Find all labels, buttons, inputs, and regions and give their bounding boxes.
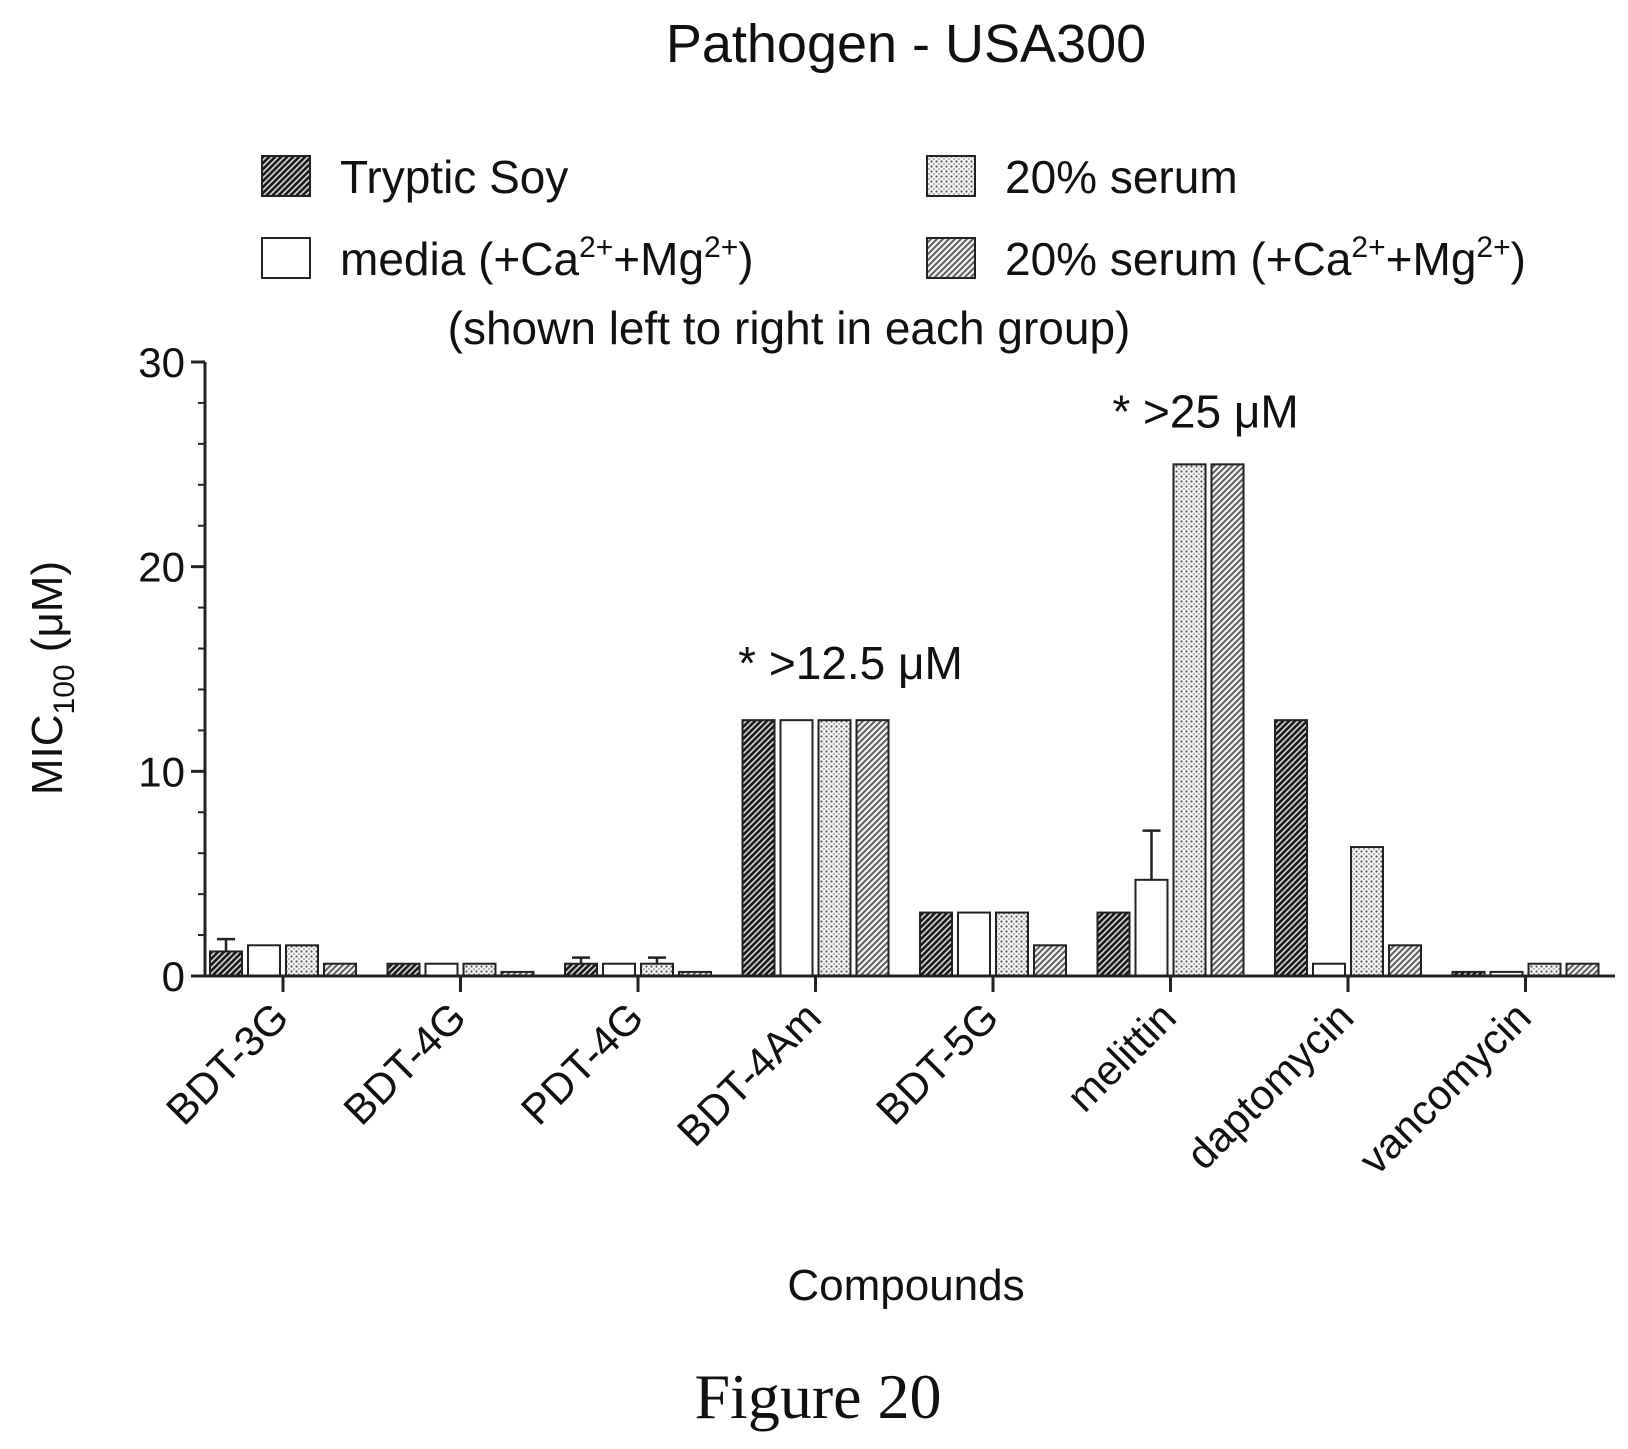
bar-bdt-3g-s2	[247, 944, 281, 977]
bar-bdt-5g-s1	[919, 911, 953, 978]
bar-bdt-3g-s3	[285, 944, 319, 977]
y-axis-label: MIC100 (μM)	[23, 561, 81, 795]
bar-vancomycin-s3	[1527, 962, 1562, 977]
figure-caption: Figure 20	[694, 1361, 941, 1432]
annotation-2: * >25 μM	[1112, 385, 1298, 437]
bar-pdt-4g-s2	[602, 962, 636, 977]
legend-label-20-serum-ca-mg: 20% serum (+Ca2++Mg2+)	[1005, 231, 1526, 285]
legend-swatch-20-serum-ca-mg	[926, 237, 976, 279]
bar-bdt-5g-s3	[995, 911, 1029, 978]
bar-bdt-4g-s3	[462, 962, 497, 977]
y-tick-label-20: 20	[138, 544, 185, 591]
chart-title: Pathogen - USA300	[666, 14, 1146, 74]
legend: Tryptic Soy 20% serum media (+Ca2++Mg2+)…	[261, 151, 1526, 354]
bar-bdt-5g-s4	[1033, 944, 1067, 977]
bar-melittin-s2	[1134, 878, 1169, 977]
bar-bdt-4am-s1	[741, 719, 776, 978]
legend-label-20-serum: 20% serum	[1005, 151, 1238, 203]
bar-bdt-5g-s2	[957, 911, 991, 978]
bar-bdt-4am-s3	[817, 719, 852, 978]
legend-note: (shown left to right in each group)	[448, 302, 1131, 354]
legend-label-tryptic-soy: Tryptic Soy	[340, 151, 568, 203]
bar-bdt-3g-s1	[209, 950, 243, 978]
plot-area: 0 10 20 30 BDT-3G BDT-4G PDT-4G BDT-4Am BDT-5G me…	[138, 339, 1615, 1183]
legend-swatch-media	[261, 237, 311, 279]
x-tick-label-melittin: melittin	[1058, 993, 1185, 1120]
x-tick-label-daptomycin: daptomycin	[1177, 993, 1362, 1178]
y-tick-label-30: 30	[138, 339, 185, 386]
y-tick-label-0: 0	[162, 953, 185, 1000]
bar-bdt-4am-s4	[855, 719, 890, 978]
x-axis-label: Compounds	[787, 1261, 1024, 1310]
bar-pdt-4g-s1	[564, 962, 598, 977]
bar-melittin-s1	[1096, 911, 1131, 978]
bar-pdt-4g-s3	[640, 962, 674, 977]
y-tick-label-10: 10	[138, 748, 185, 795]
bar-daptomycin-s4	[1388, 944, 1422, 977]
bar-daptomycin-s1	[1274, 719, 1308, 978]
legend-swatch-20-serum	[926, 155, 976, 197]
x-tick-label-bdt-5g: BDT-5G	[867, 993, 1008, 1134]
bar-bdt-3g-s4	[323, 962, 357, 977]
bar-melittin-s3	[1172, 463, 1207, 977]
bar-bdt-4am-s2	[779, 719, 814, 978]
x-tick-label-bdt-4am: BDT-4Am	[668, 993, 830, 1155]
x-tick-label-vancomycin: vancomycin	[1350, 993, 1540, 1183]
bar-daptomycin-s2	[1312, 962, 1346, 977]
x-tick-label-bdt-4g: BDT-4G	[334, 993, 475, 1134]
bar-bdt-4g-s2	[424, 962, 459, 977]
bar-daptomycin-s3	[1350, 846, 1384, 977]
bar-vancomycin-s4	[1565, 962, 1600, 977]
legend-label-media: media (+Ca2++Mg2+)	[340, 231, 754, 285]
annotation-1: * >12.5 μM	[738, 637, 963, 689]
bar-bdt-4g-s1	[386, 962, 421, 977]
x-tick-label-bdt-3g: BDT-3G	[157, 993, 298, 1134]
bar-melittin-s4	[1210, 463, 1245, 977]
x-tick-label-pdt-4g: PDT-4G	[512, 993, 653, 1134]
legend-swatch-tryptic-soy	[261, 155, 311, 197]
